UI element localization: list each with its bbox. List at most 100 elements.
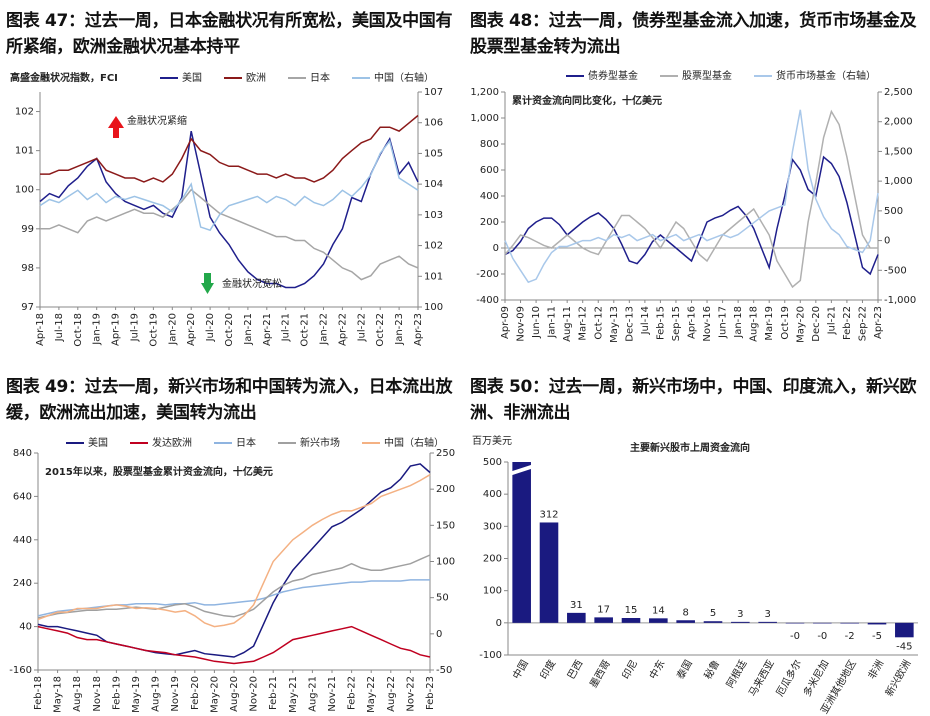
- value-label: 31: [570, 600, 583, 611]
- x-tick-label: Apr-20: [186, 313, 197, 346]
- x-tick-label: Jul-21: [281, 313, 292, 342]
- x-tick-label: Feb-19: [111, 676, 122, 710]
- x-tick-label: Feb-22: [347, 676, 358, 710]
- y-tick-label: -100: [479, 650, 502, 661]
- x-tick-label: Jul-22: [356, 313, 367, 342]
- x-tick-label: 秘鲁: [701, 658, 722, 682]
- x-tick-label: Jul-19: [130, 313, 141, 342]
- x-tick-label: Jan-11: [547, 306, 558, 339]
- value-label: -45: [896, 641, 912, 652]
- annotation: 金融状况宽松: [222, 277, 282, 290]
- x-tick-label: May-13: [609, 306, 620, 343]
- bar: [703, 621, 723, 623]
- x-tick-label: 厄瓜多尔: [773, 658, 804, 699]
- bar: [785, 622, 805, 624]
- y2-tick-label: -1,000: [884, 295, 916, 306]
- bar: [758, 621, 777, 623]
- x-tick-label: Jul-14: [640, 306, 651, 335]
- x-tick-label: 巴西: [565, 658, 585, 681]
- x-tick-label: Jul-21: [826, 306, 837, 335]
- legend-label: 新兴市场: [300, 436, 340, 449]
- x-tick-label: Feb-18: [33, 676, 44, 710]
- value-label: 3: [737, 609, 743, 620]
- y2-tick-label: 107: [424, 87, 443, 98]
- x-tick-label: Apr-09: [500, 306, 511, 339]
- x-tick-label: Nov-09: [516, 306, 527, 342]
- x-tick-label: 多米尼加: [800, 658, 831, 699]
- legend-label: 货币市场基金（右轴）: [776, 69, 876, 82]
- value-label: -2: [845, 631, 855, 642]
- x-tick-label: Feb-20: [190, 676, 201, 710]
- x-tick-label: May-20: [795, 306, 806, 343]
- x-tick-label: Oct-12: [593, 306, 604, 340]
- bar: [676, 620, 695, 623]
- series-line: [39, 139, 419, 232]
- x-tick-label: Nov-20: [249, 676, 260, 712]
- series-line: [37, 463, 431, 658]
- y2-tick-label: 106: [424, 118, 443, 129]
- y2-tick-label: 150: [436, 520, 455, 531]
- x-tick-label: Nov-16: [702, 306, 713, 342]
- value-label: -0: [790, 631, 800, 642]
- y-tick-label: 500: [483, 457, 502, 468]
- x-tick-label: Jun-10: [531, 306, 542, 339]
- bar: [731, 621, 750, 623]
- y2-tick-label: 101: [424, 271, 443, 282]
- bar: [594, 617, 613, 623]
- y2-tick-label: 0: [436, 629, 442, 640]
- x-tick-label: Jun-17: [718, 306, 729, 339]
- bar: [539, 522, 559, 623]
- x-tick-label: Oct-19: [148, 313, 159, 347]
- y-tick-label: 240: [13, 578, 32, 589]
- x-tick-label: Jan-23: [394, 313, 405, 346]
- panel-title: 图表 50：过去一周，新兴市场中，中国、印度流入，新兴欧洲、非洲流出: [470, 377, 917, 423]
- x-tick-label: Jan-22: [319, 313, 330, 346]
- legend-label: 股票型基金: [682, 69, 732, 82]
- x-tick-label: Apr-21: [262, 313, 273, 346]
- y-tick-label: -160: [9, 665, 32, 676]
- legend-label: 发达欧洲: [152, 436, 192, 449]
- x-tick-label: Sep-22: [857, 306, 868, 341]
- y2-tick-label: 1,000: [884, 176, 913, 187]
- x-tick-label: Aug-19: [151, 676, 162, 712]
- value-label: 8: [682, 607, 688, 618]
- series-line: [40, 188, 419, 281]
- x-tick-label: Nov-18: [92, 676, 103, 712]
- y-tick-label: 98: [21, 263, 34, 274]
- y2-tick-label: 1,500: [884, 146, 913, 157]
- bar: [840, 622, 859, 624]
- x-tick-label: Jul-20: [205, 313, 216, 342]
- legend-label: 美国: [182, 71, 202, 84]
- x-tick-label: 马来西亚: [746, 658, 776, 699]
- y2-tick-label: 2,500: [884, 87, 913, 98]
- x-tick-label: 中国: [510, 658, 531, 682]
- subtitle: 主要新兴股市上周资金流向: [630, 441, 750, 454]
- series-line: [504, 109, 879, 284]
- x-tick-label: Jan-19: [92, 313, 103, 346]
- arrow-up: [108, 116, 124, 138]
- y-tick-label: 800: [480, 139, 499, 150]
- legend-label: 中国（右轴）: [374, 71, 434, 84]
- value-label: 5: [710, 608, 716, 619]
- series-line: [39, 130, 419, 289]
- x-tick-label: 新兴欧洲: [882, 658, 913, 699]
- x-tick-label: Aug-20: [229, 676, 240, 712]
- legend-label: 日本: [236, 436, 256, 449]
- y-tick-label: 200: [483, 554, 502, 565]
- y2-tick-label: -500: [884, 265, 907, 276]
- annotation: 金融状况紧缩: [127, 114, 187, 127]
- series-line: [40, 114, 419, 183]
- bar: [512, 462, 531, 623]
- value-label: 3: [764, 609, 770, 620]
- y2-tick-label: 100: [424, 302, 443, 313]
- y-tick-label: -200: [476, 269, 499, 280]
- x-tick-label: Feb-21: [268, 676, 279, 710]
- value-label: 17: [597, 604, 610, 615]
- x-tick-label: Aug-18: [72, 676, 83, 712]
- x-tick-label: May-19: [131, 676, 142, 713]
- y-tick-label: 99: [21, 224, 34, 235]
- x-tick-label: Jan-21: [243, 313, 254, 346]
- x-tick-label: Dec-20: [811, 306, 822, 342]
- series-line: [504, 109, 878, 289]
